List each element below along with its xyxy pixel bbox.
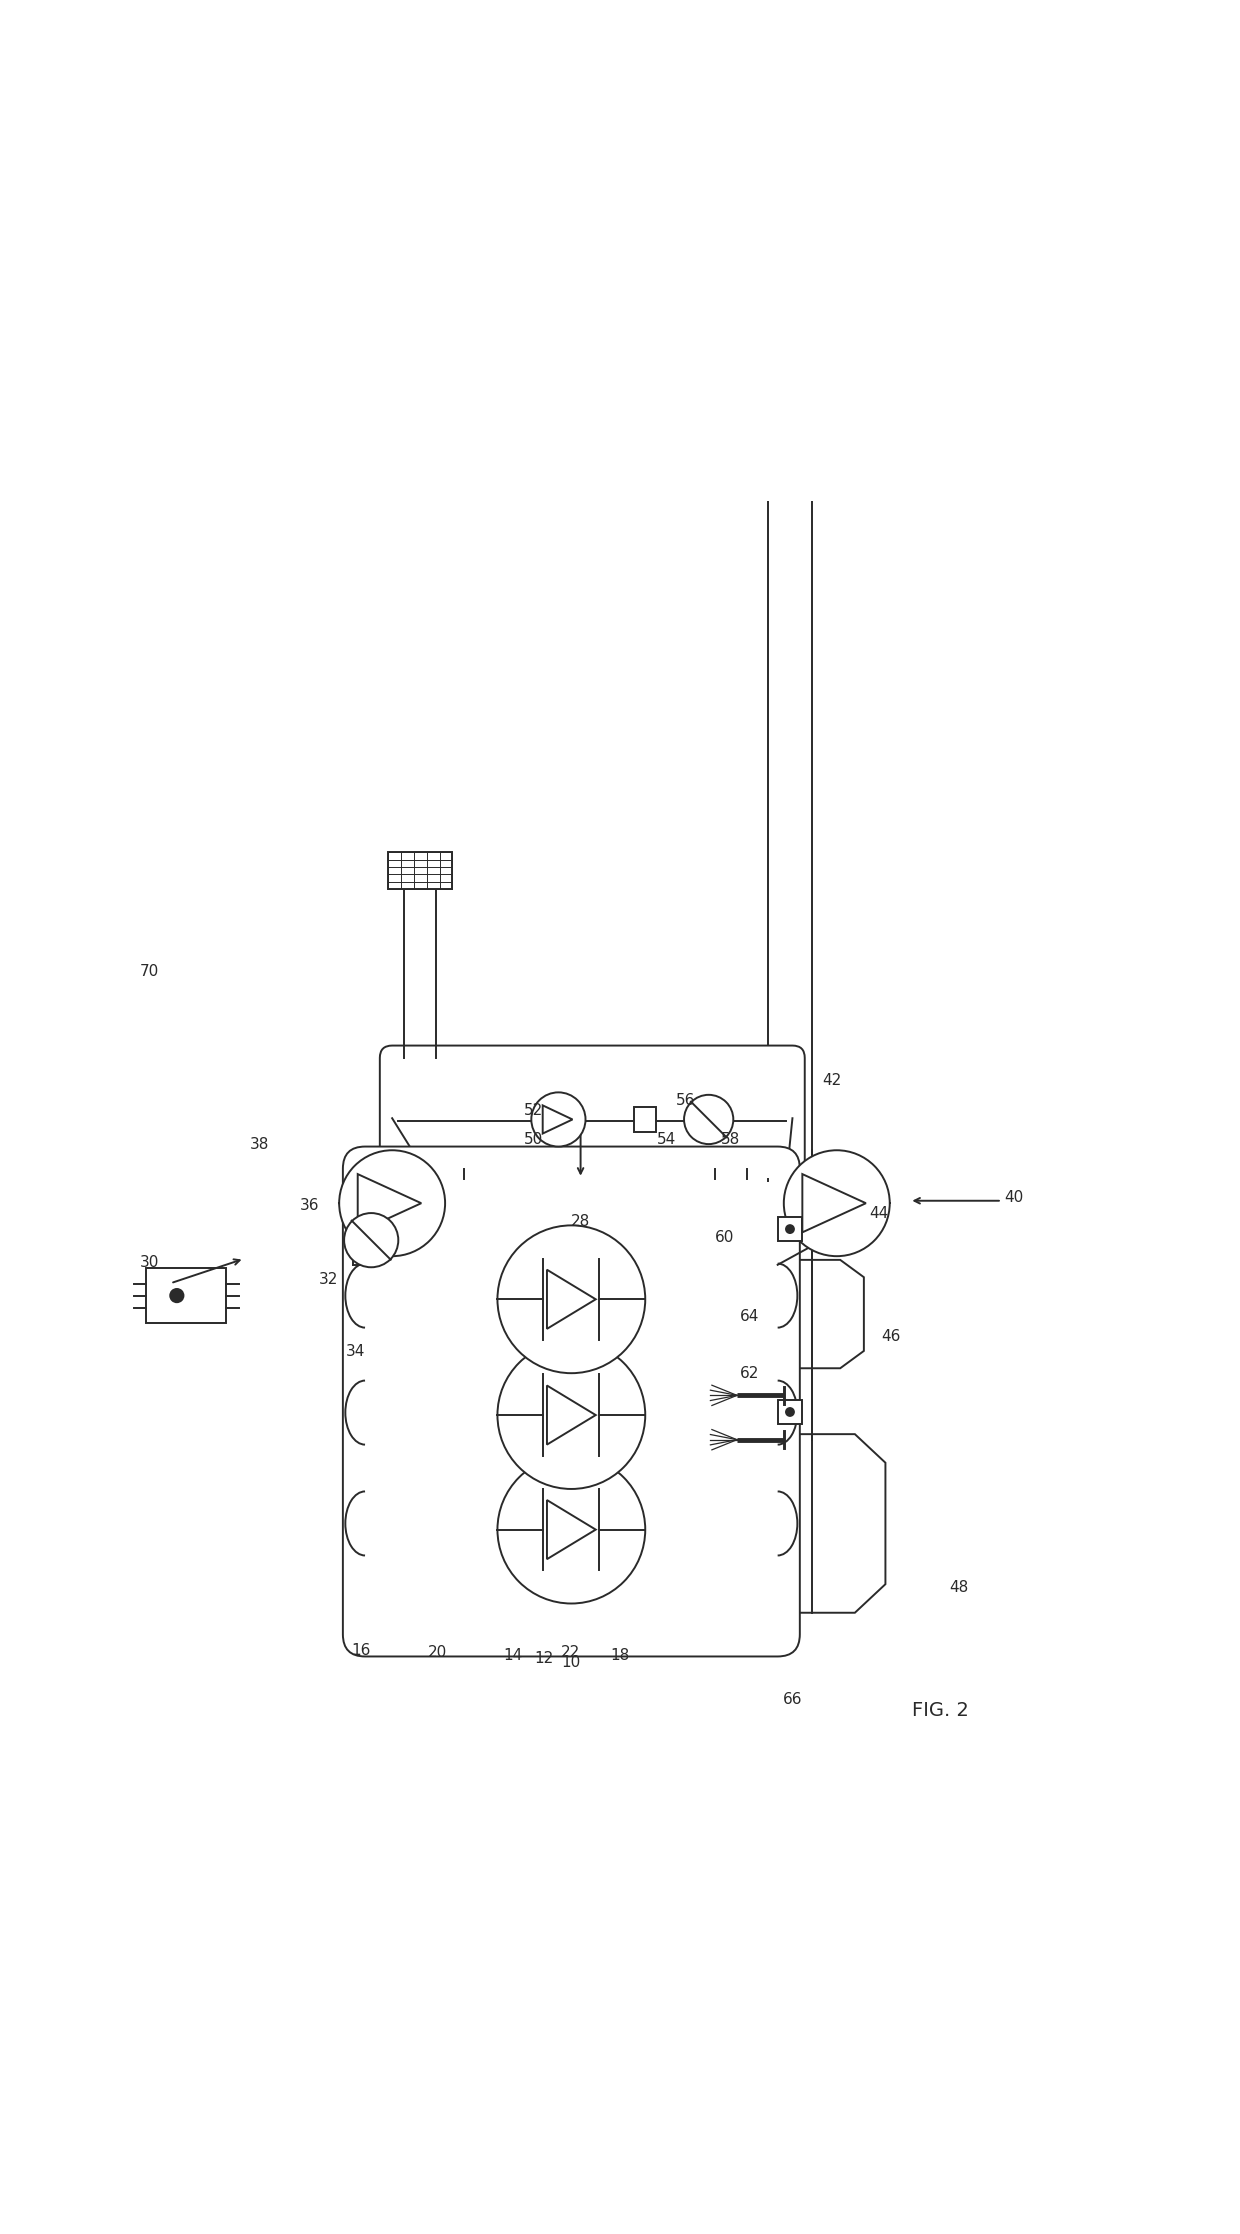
Text: 38: 38 <box>249 1137 269 1151</box>
Text: 18: 18 <box>610 1649 630 1662</box>
Text: 46: 46 <box>882 1329 900 1343</box>
FancyBboxPatch shape <box>343 1146 800 1655</box>
Circle shape <box>784 1151 890 1256</box>
Circle shape <box>345 1213 398 1267</box>
Text: 64: 64 <box>739 1309 759 1325</box>
Text: 44: 44 <box>869 1206 888 1220</box>
Text: 52: 52 <box>525 1104 543 1119</box>
Text: 16: 16 <box>352 1642 371 1658</box>
Bar <box>777 1401 802 1425</box>
FancyBboxPatch shape <box>379 1046 805 1191</box>
Bar <box>634 1108 656 1133</box>
Text: 66: 66 <box>782 1691 802 1707</box>
Polygon shape <box>694 1434 885 1613</box>
Text: 32: 32 <box>319 1271 337 1287</box>
Text: 10: 10 <box>562 1655 580 1671</box>
Text: 56: 56 <box>676 1092 694 1108</box>
Circle shape <box>497 1340 645 1490</box>
Text: 22: 22 <box>562 1644 580 1660</box>
Circle shape <box>497 1226 645 1374</box>
Text: 34: 34 <box>346 1343 365 1358</box>
Text: 30: 30 <box>140 1256 159 1269</box>
Circle shape <box>785 1407 795 1416</box>
Circle shape <box>169 1289 185 1302</box>
Text: 12: 12 <box>534 1651 553 1667</box>
Text: 70: 70 <box>140 965 159 978</box>
Text: 28: 28 <box>570 1215 590 1229</box>
Text: 48: 48 <box>949 1579 968 1595</box>
Text: 54: 54 <box>657 1133 677 1146</box>
Text: 42: 42 <box>822 1072 842 1088</box>
Text: 20: 20 <box>428 1644 448 1660</box>
Circle shape <box>785 1224 795 1233</box>
Circle shape <box>531 1092 585 1146</box>
Text: FIG. 2: FIG. 2 <box>911 1700 968 1720</box>
Polygon shape <box>715 1260 864 1367</box>
Bar <box>777 1218 802 1242</box>
Circle shape <box>684 1095 733 1144</box>
Text: 36: 36 <box>300 1197 320 1213</box>
Text: 60: 60 <box>715 1231 734 1244</box>
Bar <box>388 851 453 889</box>
Text: 40: 40 <box>1004 1188 1024 1204</box>
Bar <box>146 1269 227 1323</box>
Text: 50: 50 <box>525 1133 543 1146</box>
Circle shape <box>497 1457 645 1604</box>
Text: 14: 14 <box>503 1649 522 1662</box>
Text: 62: 62 <box>739 1365 759 1381</box>
Circle shape <box>340 1151 445 1256</box>
Text: 58: 58 <box>722 1133 740 1146</box>
